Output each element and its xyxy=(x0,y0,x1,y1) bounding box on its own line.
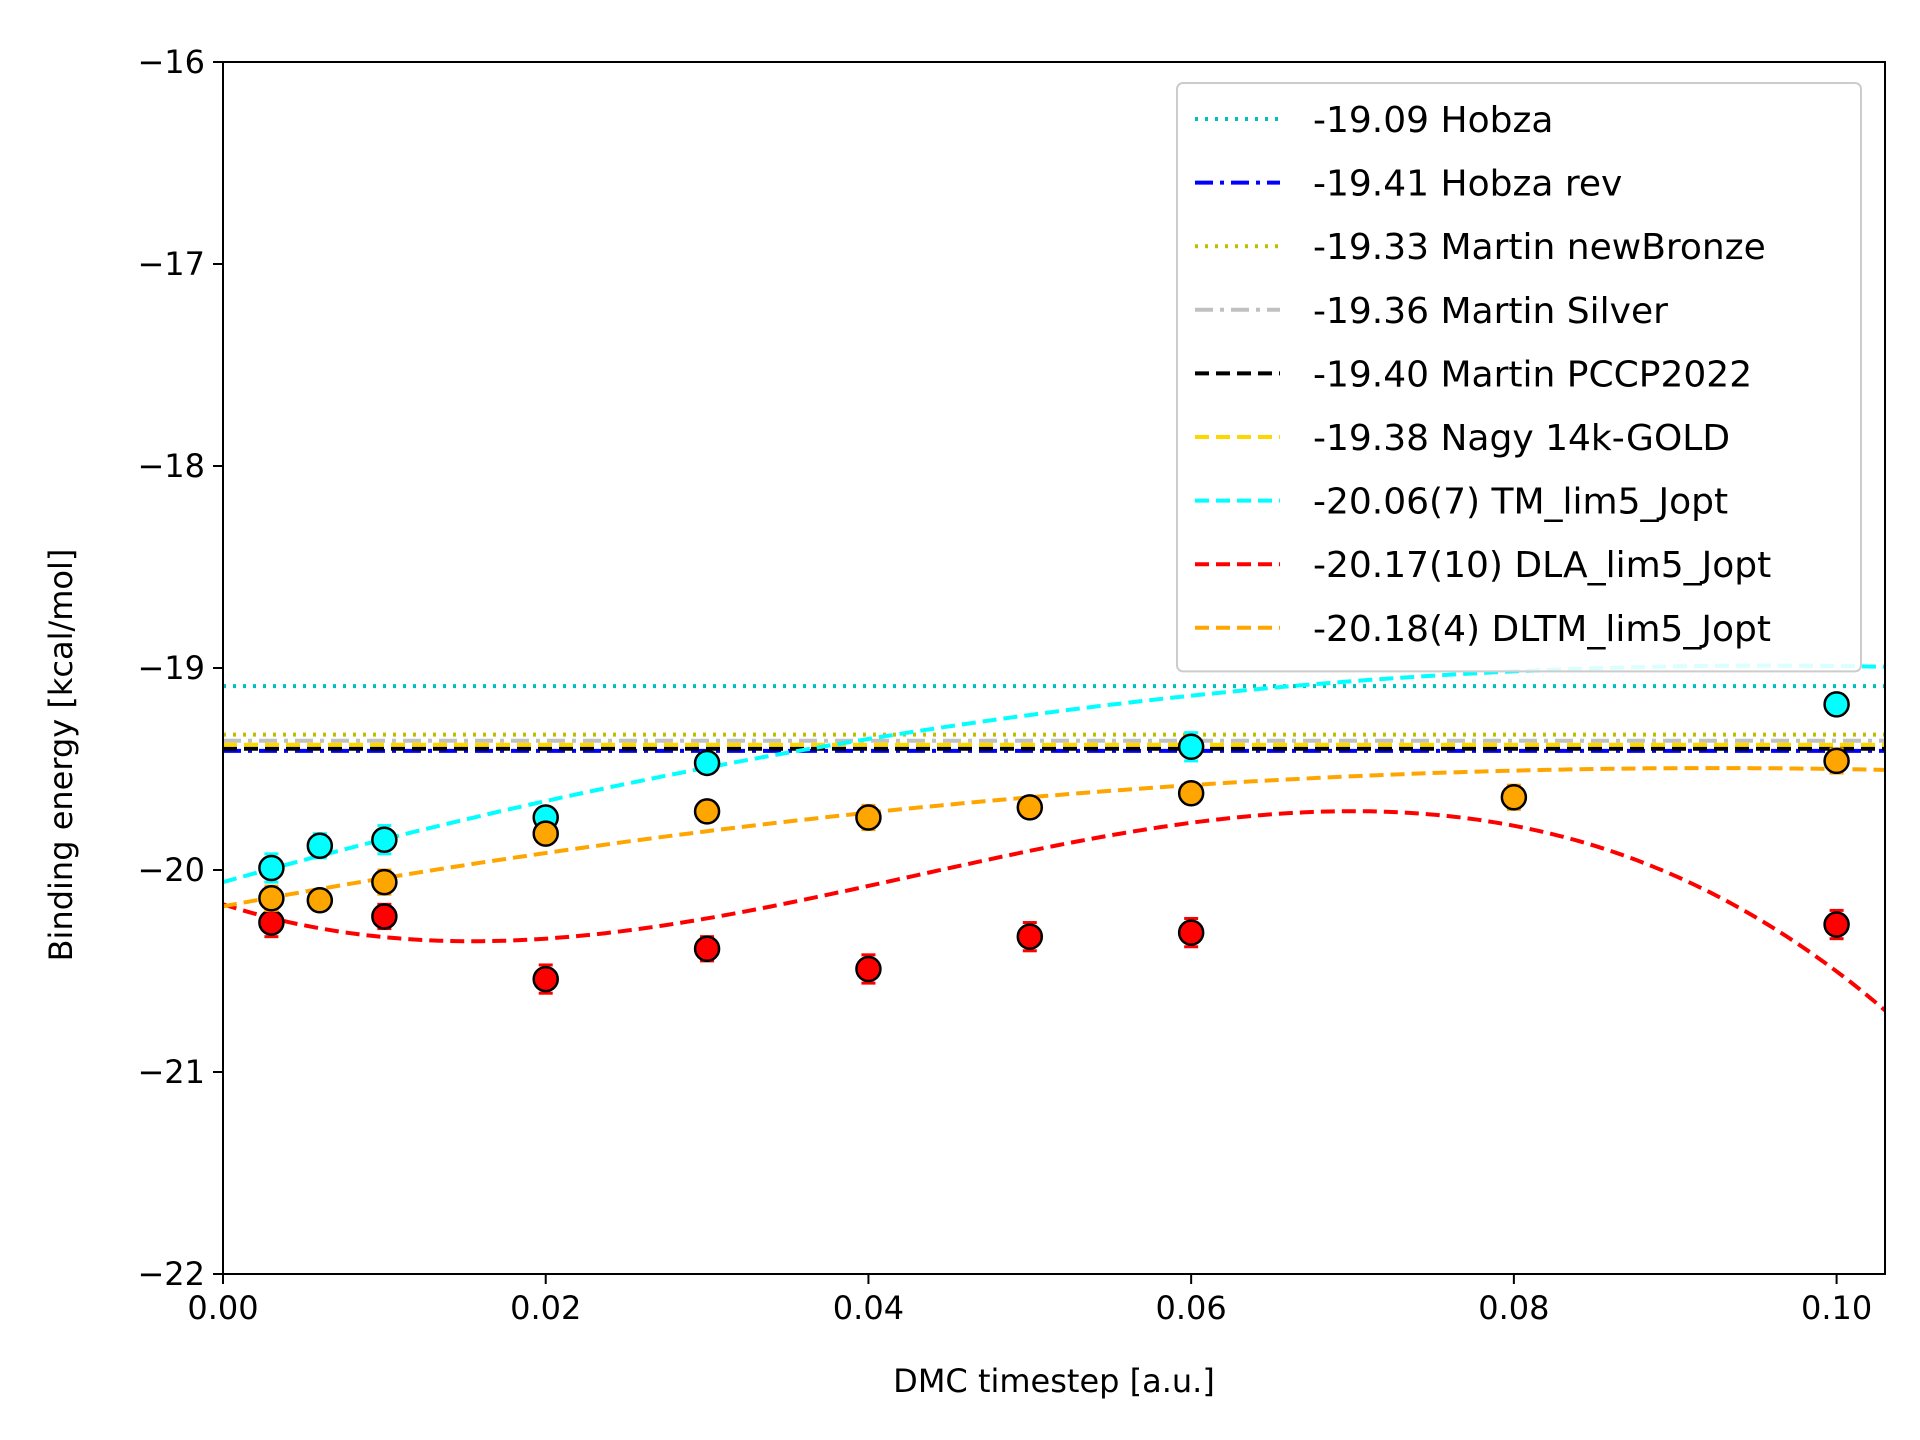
data-point xyxy=(371,868,398,896)
legend-label: -19.36 Martin Silver xyxy=(1313,291,1668,332)
legend-label: -19.41 Hobza rev xyxy=(1313,164,1622,205)
legend-label: -19.09 Hobza xyxy=(1313,100,1553,141)
x-tick-label: 0.02 xyxy=(510,1289,581,1327)
y-tick-label: −21 xyxy=(137,1053,205,1091)
data-point xyxy=(371,903,398,930)
data-point xyxy=(1177,733,1205,761)
y-tick-label: −22 xyxy=(137,1255,205,1293)
data-point xyxy=(1177,779,1205,807)
x-tick-label: 0.00 xyxy=(187,1289,258,1327)
x-tick-label: 0.04 xyxy=(833,1289,904,1327)
legend-label: -19.38 Nagy 14k-GOLD xyxy=(1313,418,1730,459)
data-point xyxy=(1177,919,1205,946)
y-tick-label: −18 xyxy=(137,447,205,485)
data-point xyxy=(258,854,285,882)
x-tick-label: 0.10 xyxy=(1801,1289,1872,1327)
data-point xyxy=(693,798,721,825)
x-tick-label: 0.08 xyxy=(1478,1289,1549,1327)
data-point xyxy=(855,955,882,983)
plot-content xyxy=(223,663,1885,1012)
y-tick-label: −19 xyxy=(137,649,205,687)
data-point xyxy=(1016,794,1044,821)
data-point xyxy=(306,887,334,914)
y-axis: −22 −21 −20 −19 −18 −17 −16 xyxy=(137,43,223,1293)
fit-curve xyxy=(223,766,1885,909)
data-point xyxy=(1823,911,1850,938)
x-axis-label: DMC timestep [a.u.] xyxy=(893,1362,1215,1400)
legend-box xyxy=(1176,82,1862,673)
fit-curve xyxy=(223,663,1885,885)
data-point xyxy=(371,826,398,853)
fit-curve xyxy=(223,809,1885,1012)
legend: -19.09 Hobza -19.41 Hobza rev -19.33 Marti… xyxy=(1176,82,1862,673)
data-point xyxy=(1823,691,1850,718)
y-axis-label: Binding energy [kcal/mol] xyxy=(42,549,80,962)
legend-label: -20.18(4) DLTM_lim5_Jopt xyxy=(1313,609,1771,650)
y-tick-label: −17 xyxy=(137,245,205,283)
x-tick-label: 0.06 xyxy=(1156,1289,1227,1327)
legend-label: -20.06(7) TM_lim5_Jopt xyxy=(1313,482,1728,523)
data-point xyxy=(855,804,882,831)
data-point xyxy=(1500,784,1528,811)
data-point xyxy=(306,832,334,860)
legend-label: -19.40 Martin PCCP2022 xyxy=(1313,354,1752,395)
data-point xyxy=(1016,923,1044,950)
legend-label: -19.33 Martin newBronze xyxy=(1313,227,1766,268)
legend-label: -20.17(10) DLA_lim5_Jopt xyxy=(1313,545,1771,586)
y-tick-label: −16 xyxy=(137,43,205,81)
data-point xyxy=(532,965,559,993)
data-point xyxy=(693,749,721,777)
y-tick-label: −20 xyxy=(137,851,205,889)
data-point xyxy=(693,935,721,963)
data-point xyxy=(258,885,285,912)
x-axis: 0.00 0.02 0.04 0.06 0.08 0.10 xyxy=(187,1274,1872,1327)
data-point xyxy=(532,820,559,847)
data-point xyxy=(258,909,285,936)
data-point xyxy=(1823,747,1850,775)
